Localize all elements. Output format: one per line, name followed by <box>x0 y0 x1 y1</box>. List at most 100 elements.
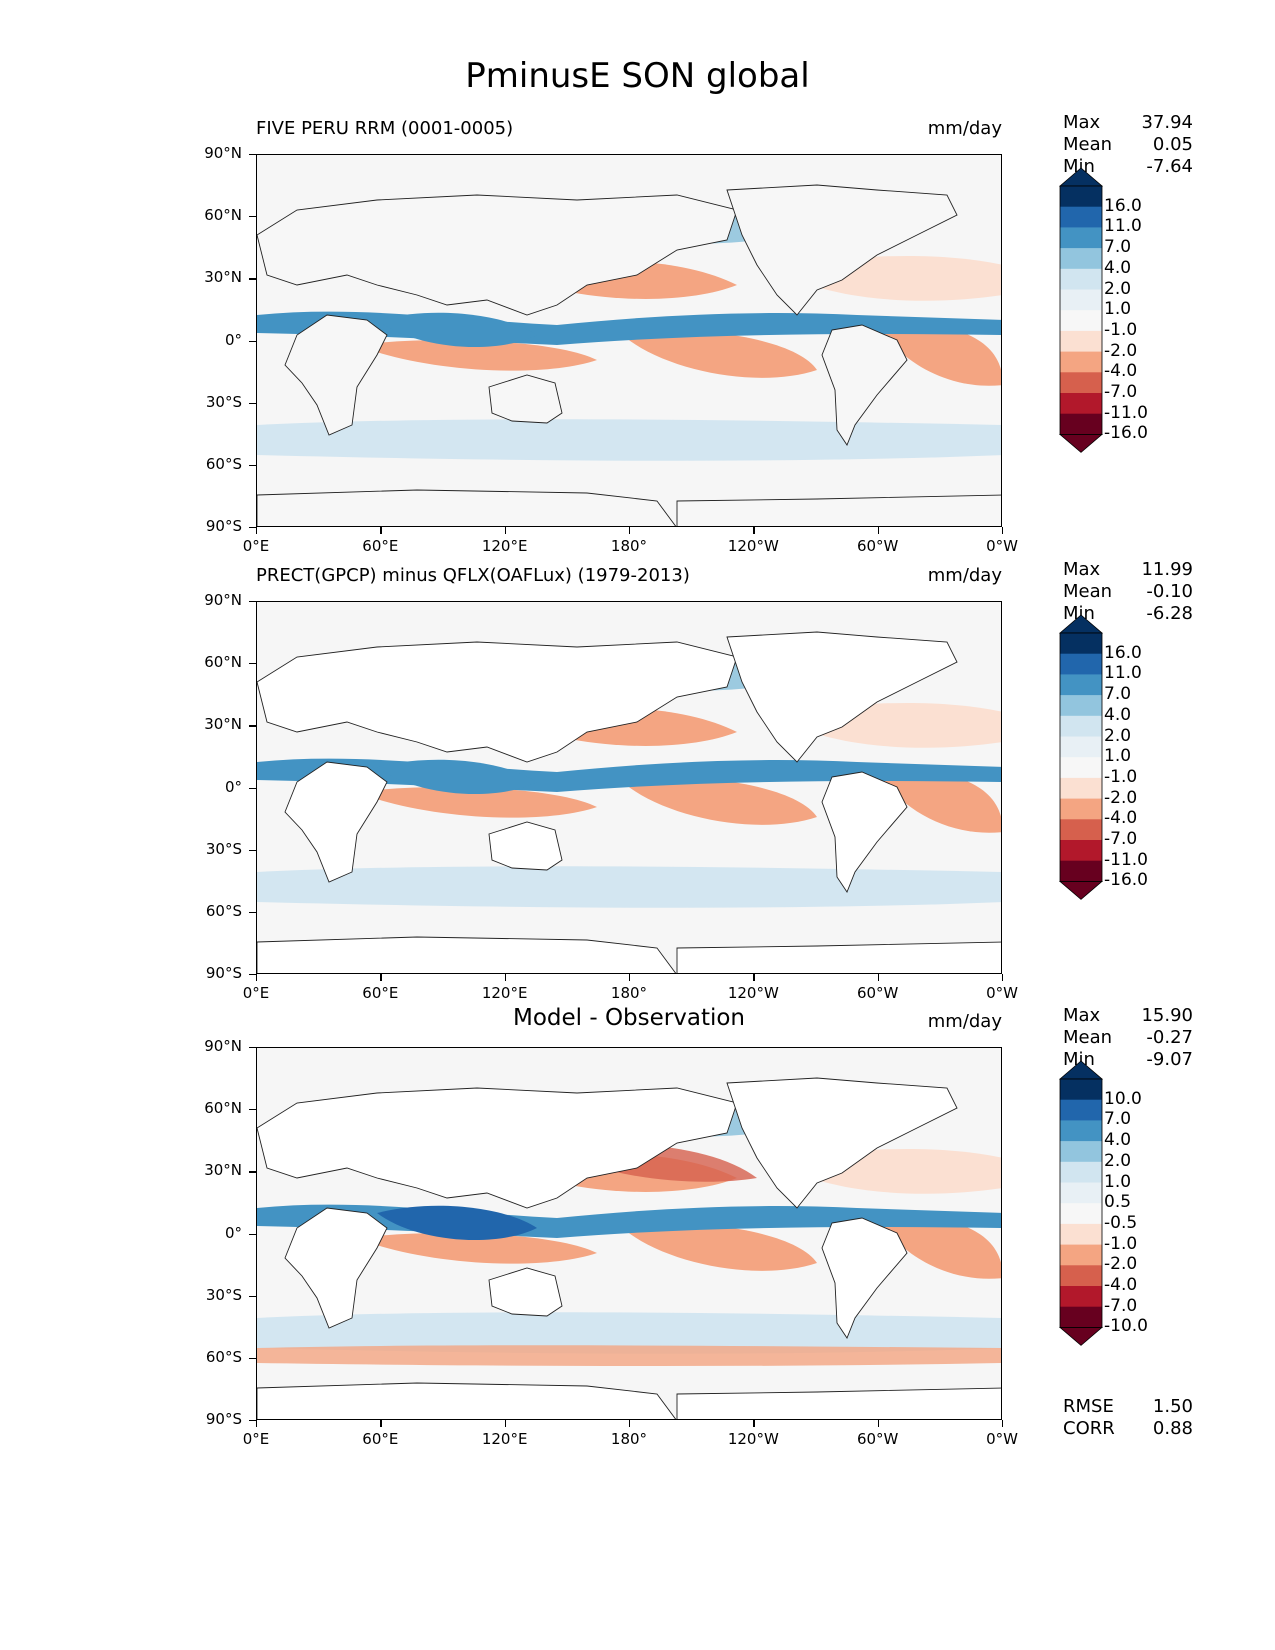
colorbar-tick-label: -10.0 <box>1104 1316 1148 1337</box>
colorbar-cell <box>1060 1306 1102 1328</box>
y-tick-label: 30°N <box>204 715 242 734</box>
colorbar-cell <box>1060 798 1102 820</box>
x-tick-label: 0°E <box>242 537 270 555</box>
land-africa <box>284 314 388 436</box>
metric-label: RMSE <box>1063 1396 1114 1417</box>
colorbar-cell <box>1060 1182 1102 1204</box>
colorbar-tick-label: 1.0 <box>1104 1171 1132 1192</box>
x-tick-label: 60°E <box>362 537 399 555</box>
metric-label: CORR <box>1063 1418 1115 1439</box>
units-label: mm/day <box>927 565 1002 586</box>
x-tick-mark <box>256 974 258 981</box>
colorbar-cell <box>1060 653 1102 675</box>
colorbar-tick-label: 2.0 <box>1104 1150 1132 1171</box>
contour-atl-south <box>877 323 1001 386</box>
stat-value: -9.07 <box>1146 1049 1193 1070</box>
colorbar-extend-max <box>1058 614 1104 634</box>
colorbar-extend-max <box>1058 1060 1104 1080</box>
y-tick-mark <box>249 1109 256 1111</box>
contour-epac-south <box>617 1222 817 1271</box>
y-tick-label: 30°N <box>204 268 242 287</box>
stats-block: Max 37.94 Mean 0.05 Min -7.64 <box>1063 112 1193 178</box>
colorbar-extend-min <box>1058 881 1104 900</box>
x-tick-label: 120°W <box>727 984 779 1002</box>
x-tick-mark <box>256 1420 258 1427</box>
y-tick-label: 30°S <box>205 839 242 858</box>
colorbar <box>1058 614 1104 900</box>
y-tick-mark <box>249 278 256 280</box>
colorbar-tick-label: 16.0 <box>1104 195 1142 216</box>
y-tick-mark <box>249 154 256 156</box>
contour-atl-south <box>877 770 1001 833</box>
x-tick-label: 0°E <box>242 1430 270 1448</box>
metric-row: CORR 0.88 <box>1063 1418 1193 1440</box>
colorbar-cell <box>1060 1141 1102 1163</box>
land-namerica <box>726 1077 958 1209</box>
colorbar-tick-label: -2.0 <box>1104 340 1138 361</box>
colorbar-tick-label: -2.0 <box>1104 787 1138 808</box>
stat-label: Max <box>1063 559 1101 580</box>
colorbar-cell <box>1060 695 1102 717</box>
stat-value: -0.27 <box>1146 1027 1193 1048</box>
stat-label: Mean <box>1063 581 1113 602</box>
y-tick-mark <box>249 464 256 467</box>
stat-value: 0.05 <box>1152 134 1193 155</box>
colorbar-cell <box>1060 289 1102 311</box>
colorbar-outline <box>1059 632 1103 882</box>
land-samerica <box>821 771 908 893</box>
land-eurasia <box>257 194 738 316</box>
colorbar-cell <box>1060 1079 1102 1101</box>
colorbar-cell <box>1060 351 1102 373</box>
colorbar-cell <box>1060 757 1102 779</box>
x-tick-label: 180° <box>610 984 648 1002</box>
y-tick-label: 0° <box>224 777 242 796</box>
y-tick-mark <box>249 601 256 603</box>
y-tick-mark <box>249 1171 256 1173</box>
colorbar-cell <box>1060 186 1102 208</box>
y-tick-label: 30°S <box>205 392 242 411</box>
colorbar-tick-label: -16.0 <box>1104 423 1148 444</box>
colorbar-cell <box>1060 1244 1102 1266</box>
land-australia <box>488 1267 563 1317</box>
y-tick-mark <box>249 663 256 665</box>
colorbar-tick-label: -4.0 <box>1104 808 1138 829</box>
y-tick-mark <box>249 1295 256 1297</box>
colorbar-tick-label: 1.0 <box>1104 746 1132 767</box>
land-australia <box>488 374 563 424</box>
colorbar-tick-label: 0.5 <box>1104 1192 1132 1213</box>
x-tick-mark <box>877 974 879 981</box>
colorbar-tick-label: -11.0 <box>1104 402 1148 423</box>
stat-value: -7.64 <box>1146 156 1193 177</box>
panel-2: PRECT(GPCP) minus QFLX(OAFLux) (1979-201… <box>0 559 1275 1035</box>
colorbar <box>1058 1060 1104 1346</box>
stats-block: Max 15.90 Mean -0.27 Min -9.07 <box>1063 1005 1193 1071</box>
contour-atl-south <box>877 1216 1001 1279</box>
y-tick-mark <box>249 1420 256 1422</box>
contour-subtropics-south <box>357 787 597 818</box>
x-tick-label: 0°E <box>242 984 270 1002</box>
x-tick-mark <box>629 527 631 534</box>
x-tick-mark <box>380 974 382 981</box>
contour-storm-track-south <box>257 866 1001 908</box>
colorbar-tick-label: -7.0 <box>1104 382 1138 402</box>
colorbar-cell <box>1060 1223 1102 1246</box>
colorbar-cell <box>1060 227 1102 249</box>
x-tick-label: 0°W <box>986 1430 1018 1448</box>
colorbar-tick-label: 4.0 <box>1104 1130 1132 1151</box>
y-tick-mark <box>249 849 256 851</box>
y-tick-mark <box>249 527 256 529</box>
x-tick-label: 120°E <box>481 537 528 555</box>
colorbar-cell <box>1060 330 1102 353</box>
colorbar-tick-label: 10.0 <box>1104 1088 1142 1109</box>
colorbar-tick-label: -1.0 <box>1104 766 1138 787</box>
colorbar-cell <box>1060 206 1102 228</box>
y-tick-label: 90°N <box>204 1037 242 1055</box>
colorbar-cell <box>1060 1161 1102 1183</box>
stat-label: Max <box>1063 1005 1101 1026</box>
stats-block: Max 11.99 Mean -0.10 Min -6.28 <box>1063 559 1193 625</box>
stat-row: Max 11.99 <box>1063 559 1193 581</box>
stat-row: Min -7.64 <box>1063 156 1193 178</box>
x-tick-mark <box>380 527 382 534</box>
x-tick-mark <box>753 974 755 981</box>
y-tick-mark <box>249 1233 256 1235</box>
